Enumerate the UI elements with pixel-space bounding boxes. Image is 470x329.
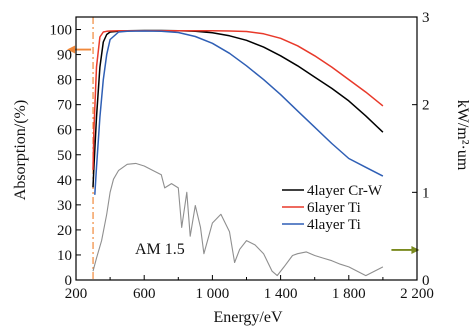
y-tick-label: 90 <box>57 48 72 64</box>
y-tick-label: 60 <box>57 123 72 139</box>
y-tick-label: 20 <box>57 223 72 239</box>
x-tick-label: 1 800 <box>332 286 366 302</box>
y-tick-label: 50 <box>57 148 72 164</box>
legend-label-cr-w-4layer: 4layer Cr-W <box>307 183 383 199</box>
series-line-am15 <box>92 162 384 277</box>
y-tick-label: 0 <box>65 273 73 289</box>
left-axis-arrow-head <box>67 45 76 54</box>
y2-tick-label: 0 <box>422 273 430 289</box>
y2-tick-label: 2 <box>422 98 430 114</box>
y-tick-label: 40 <box>57 173 72 189</box>
legend-label-ti-6layer: 6layer Ti <box>307 200 361 216</box>
y2-tick-label: 1 <box>422 185 430 201</box>
series-line-ti-4layer <box>94 30 384 195</box>
series-line-ti-6layer <box>92 30 384 170</box>
am15-annotation: AM 1.5 <box>135 241 185 258</box>
x-tick-label: 1 400 <box>264 286 298 302</box>
x-tick-label: 200 <box>65 286 88 302</box>
y2-axis-title: kW/m²·um <box>454 100 470 171</box>
y-tick-label: 30 <box>57 198 72 214</box>
y-axis-title: Absorption/(%) <box>12 100 29 200</box>
x-tick-label: 2 200 <box>400 286 434 302</box>
plot-layer <box>67 17 420 280</box>
legend-label-ti-4layer: 4layer Ti <box>307 217 361 233</box>
y-tick-label: 70 <box>57 98 72 114</box>
y-tick-label: 80 <box>57 73 72 89</box>
y2-tick-label: 3 <box>422 10 430 26</box>
ticks-layer: 200 600 1 000 1 400 1 800 2 20001020304050607… <box>50 10 434 302</box>
x-tick-label: 1 000 <box>196 286 230 302</box>
x-axis-title: Energy/eV <box>213 309 282 326</box>
y-tick-label: 10 <box>57 248 72 264</box>
x-tick-label: 600 <box>133 286 156 302</box>
right-axis-arrow-head <box>411 245 420 254</box>
y-tick-label: 100 <box>50 23 73 39</box>
